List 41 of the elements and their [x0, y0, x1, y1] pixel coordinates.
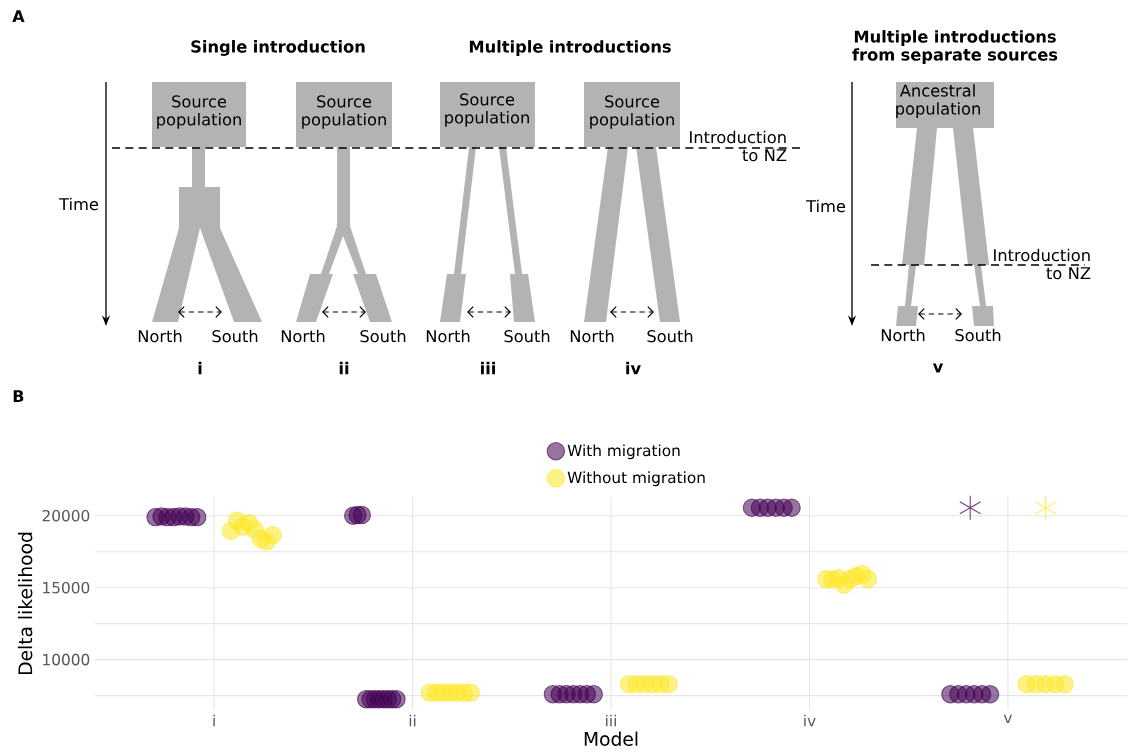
source-note: Source population [445, 93, 529, 127]
text: v [932, 363, 944, 373]
source-note: Source population [302, 95, 386, 129]
text: North [570, 329, 614, 343]
x-tick-label: v [1003, 714, 1013, 724]
text: Ancestral population [896, 84, 980, 118]
text: iii [481, 361, 496, 375]
text: i [198, 361, 202, 375]
x-axis-title: Model [584, 731, 638, 746]
text: Multiple introductions from separate sources [852, 30, 1058, 64]
text: ii [339, 361, 349, 375]
text: iv [626, 361, 641, 375]
text: South [647, 329, 693, 343]
text: Single introduction [191, 40, 365, 56]
text: Time [59, 197, 99, 211]
y-axis-title: Delta likelihood [17, 532, 33, 674]
text: South [360, 329, 406, 343]
text: Time [806, 199, 846, 213]
y-tick-label: 15000 [43, 581, 90, 594]
source-note: Source population [590, 95, 674, 129]
text: A [12, 10, 25, 22]
text: Introduction to NZ [690, 130, 787, 162]
chart-title: B [13, 390, 24, 402]
legend-label: With migration [567, 444, 680, 460]
x-tick-label: iv [804, 714, 816, 727]
text: North [881, 328, 925, 342]
legend-label: Without migration [567, 471, 705, 487]
x-tick-label: iii [606, 714, 616, 727]
y-tick-label: 10000 [43, 653, 90, 666]
text: South [955, 328, 1001, 342]
x-tick-label: i [213, 714, 215, 727]
text: Multiple introductions [469, 40, 671, 56]
y-tick-label: 20000 [42, 509, 90, 522]
text: South [504, 329, 550, 343]
text: North [426, 329, 470, 343]
x-tick-label: ii [409, 714, 416, 727]
source-note: Source population [157, 95, 241, 129]
text: Introduction to NZ [994, 248, 1091, 280]
text: North [138, 329, 182, 343]
text: North [281, 329, 325, 343]
text: South [212, 329, 258, 343]
